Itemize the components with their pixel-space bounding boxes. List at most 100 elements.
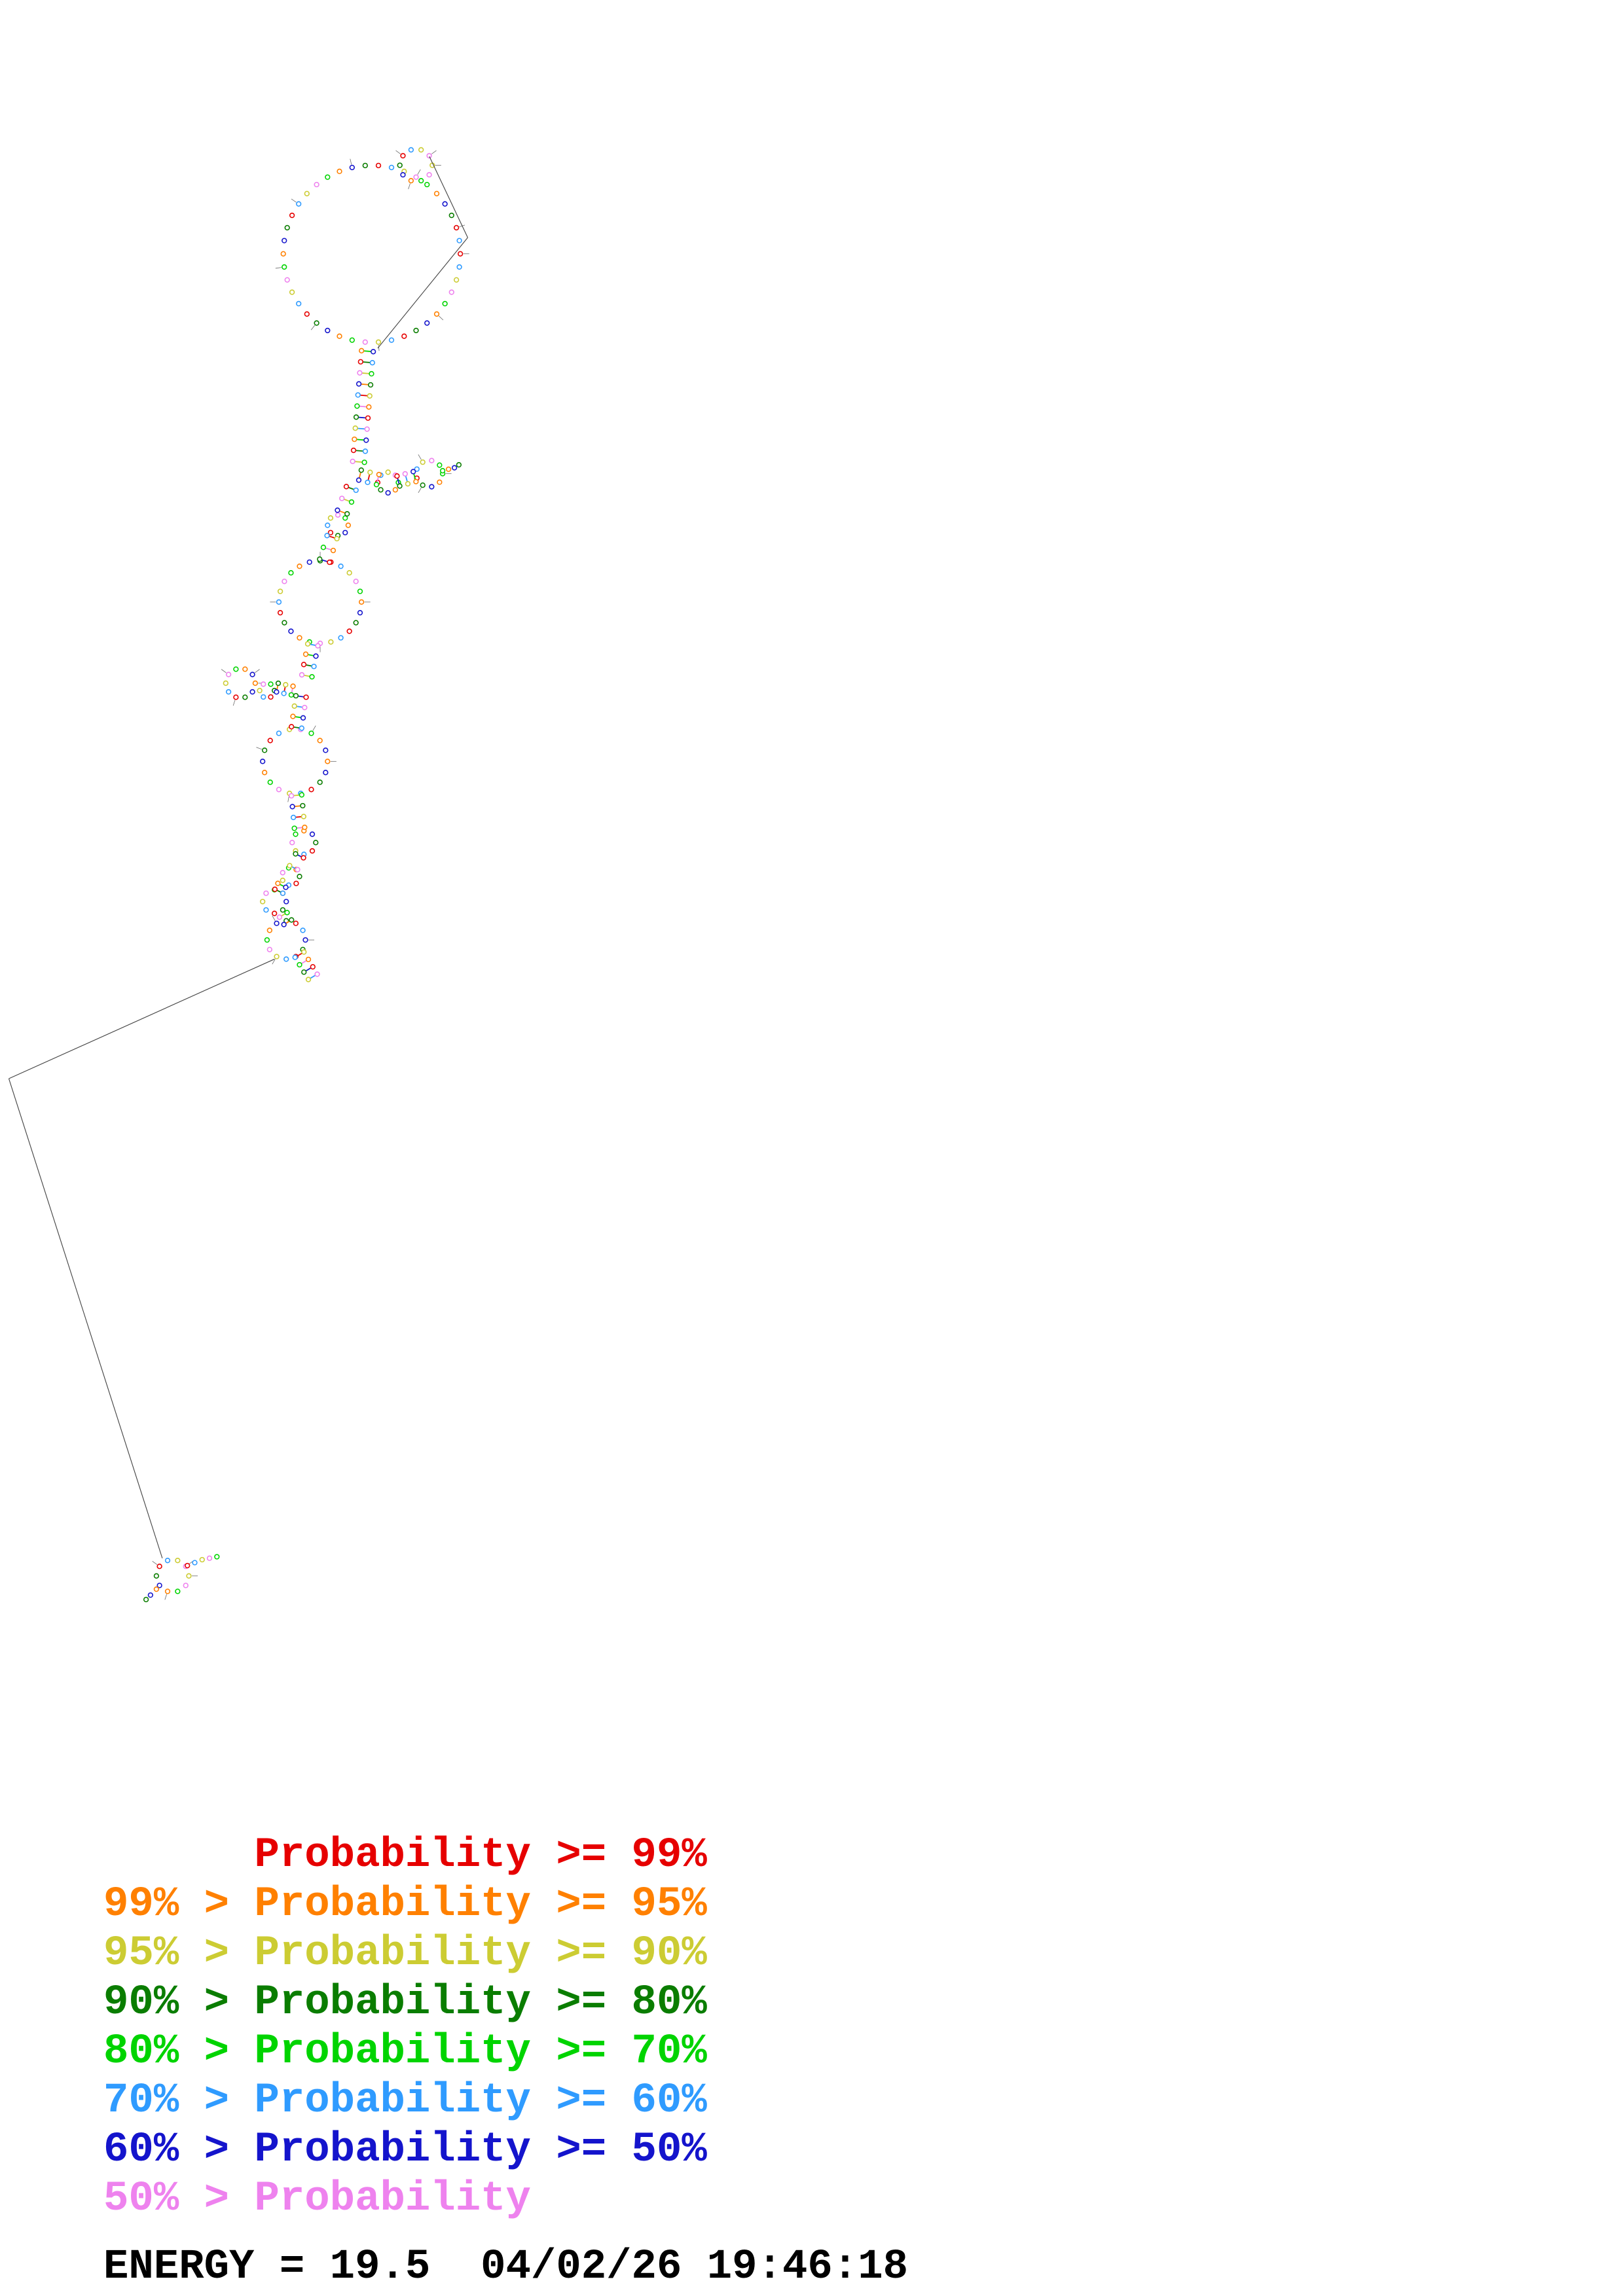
nucleotide-dot [242, 694, 248, 700]
rna-loop [414, 454, 452, 493]
loop-tick-mark [395, 150, 401, 154]
nucleotide-dot [352, 436, 357, 442]
rna-loop [395, 147, 441, 190]
rna-loop [275, 158, 469, 351]
nucleotide-dot [147, 1592, 154, 1598]
nucleotide-dot [301, 949, 307, 955]
nucleotide-dot [305, 977, 312, 982]
nucleotide-dot [378, 487, 384, 493]
legend-item-7: 50% > Probability [103, 2176, 531, 2223]
nucleotide-dot [357, 610, 363, 616]
nucleotide-dot [353, 579, 359, 584]
nucleotide-dot [311, 664, 317, 670]
nucleotide-dot [233, 694, 239, 700]
nucleotide-dot [456, 238, 462, 243]
nucleotide-dot [348, 499, 355, 505]
loop-tick-mark [418, 454, 422, 460]
nucleotide-dot [302, 824, 308, 831]
nucleotide-dot [299, 725, 304, 731]
nucleotide-dot [405, 481, 411, 487]
nucleotide-dot [323, 770, 329, 776]
nucleotide-dot [309, 673, 315, 680]
nucleotide-dot [288, 628, 294, 634]
rna-helix [289, 692, 309, 731]
nucleotide-dot [266, 946, 273, 952]
nucleotide-dot [330, 547, 337, 554]
nucleotide-dot [367, 382, 374, 388]
nucleotide-dot [357, 370, 363, 376]
nucleotide-dot [199, 1556, 205, 1563]
rna-loop [270, 552, 371, 653]
nucleotide-dot [453, 224, 460, 231]
backbone-connector-line [9, 958, 275, 1079]
nucleotide-dot [349, 164, 355, 171]
nucleotide-dot [289, 289, 295, 295]
nucleotide-dot [342, 515, 348, 521]
nucleotide-dot [457, 251, 464, 257]
nucleotide-dot [408, 147, 414, 153]
nucleotide-dot [364, 426, 370, 432]
nucleotide-dot [274, 689, 280, 695]
nucleotide-dot [305, 956, 312, 963]
nucleotide-dot [413, 174, 419, 180]
nucleotide-dot [429, 457, 435, 463]
nucleotide-dot [456, 264, 462, 270]
nucleotide-dot [356, 381, 362, 387]
nucleotide-dot [284, 277, 290, 283]
nucleotide-dot [259, 899, 266, 905]
nucleotide-dot [304, 190, 310, 196]
nucleotide-dot [185, 1562, 191, 1569]
nucleotide-dot [314, 320, 319, 326]
nucleotide-dot [363, 437, 369, 443]
nucleotide-dot [301, 662, 307, 668]
nucleotide-dot [223, 680, 228, 687]
nucleotide-dot [367, 393, 373, 399]
rna-loop [325, 512, 352, 539]
rna-helix [335, 484, 359, 517]
nucleotide-dot [261, 681, 266, 687]
nucleotide-dot [400, 171, 406, 178]
backbone-connector-line [8, 1078, 163, 1558]
nucleotide-dot [420, 459, 426, 465]
nucleotide-dot [299, 792, 305, 798]
nucleotide-dot [353, 620, 359, 626]
nucleotide-dot [264, 937, 270, 943]
nucleotide-dot [296, 201, 302, 207]
nucleotide-dot [362, 162, 368, 169]
nucleotide-dot [283, 682, 289, 688]
nucleotide-dot [328, 639, 334, 645]
loop-tick-mark [272, 915, 276, 922]
nucleotide-dot [295, 867, 301, 872]
rna-helix [317, 533, 340, 565]
nucleotide-dot [426, 171, 432, 178]
nucleotide-dot [301, 969, 307, 975]
nucleotide-dot [281, 691, 287, 696]
nucleotide-dot [413, 327, 419, 334]
nucleotide-dot [335, 507, 340, 513]
nucleotide-dot [301, 814, 307, 819]
loop-tick-mark [431, 150, 437, 154]
nucleotide-dot [350, 447, 357, 454]
nucleotide-dot [353, 487, 359, 493]
nucleotide-dot [280, 870, 285, 876]
nucleotide-dot [289, 212, 295, 219]
nucleotide-dot [302, 937, 308, 943]
nucleotide-dot [183, 1583, 189, 1588]
nucleotide-dot [249, 672, 255, 677]
nucleotide-dot [293, 920, 299, 926]
nucleotide-dot [290, 683, 296, 689]
nucleotide-dot [394, 473, 400, 479]
nucleotide-dot [296, 300, 302, 307]
nucleotide-dot [369, 360, 375, 366]
nucleotide-dot [289, 840, 295, 846]
nucleotide-dot [362, 448, 369, 454]
nucleotide-dot [357, 588, 363, 594]
rna-loop [257, 681, 278, 700]
nucleotide-dot [275, 680, 282, 687]
nucleotide-dot [272, 910, 278, 916]
nucleotide-dot [276, 914, 283, 920]
nucleotide-dot [400, 152, 406, 159]
backbone-connector-line [429, 156, 468, 238]
